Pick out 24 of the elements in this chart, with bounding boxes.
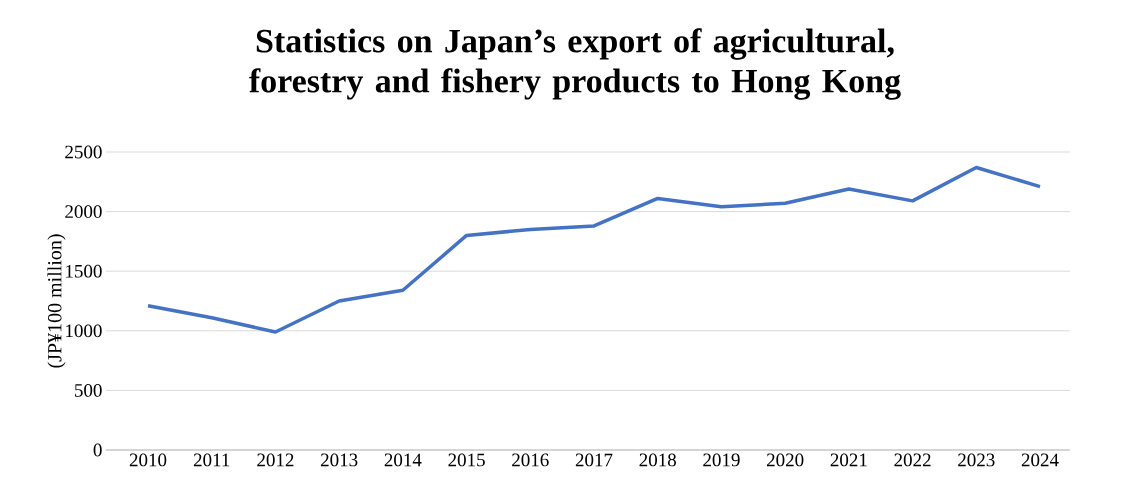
y-tick-label: 2500	[65, 145, 102, 159]
x-tick-label: 2012	[257, 453, 294, 467]
x-tick-label: 2014	[384, 453, 422, 467]
x-tick-label: 2016	[512, 453, 549, 467]
y-tick-label: 1500	[66, 264, 102, 278]
x-tick-label: 2010	[129, 453, 167, 467]
x-tick-label: 2018	[639, 453, 676, 467]
x-tick-label: 2024	[1021, 453, 1059, 467]
x-tick-label: 2011	[193, 453, 230, 467]
y-tick-label: 2000	[65, 205, 102, 218]
x-tick-label: 2022	[894, 453, 931, 467]
x-tick-label: 2015	[448, 453, 485, 467]
x-tick-label: 2021	[830, 453, 867, 467]
y-tick-label: 1000	[66, 324, 102, 338]
x-tick-label: 2019	[703, 453, 740, 467]
x-tick-label: 2013	[320, 453, 358, 467]
y-axis-title: (JP¥100 million)	[47, 234, 66, 368]
line-series	[146, 165, 1042, 334]
x-tick-label: 2017	[575, 453, 613, 467]
y-tick-label: 500	[75, 383, 102, 397]
x-tick-label: 2023	[958, 453, 995, 467]
chart-title: Statistics on Japan’s export of agricultural, forestry and fishery products to Hong Kong	[249, 28, 901, 100]
x-tick-label: 2020	[766, 453, 804, 467]
y-tick-label: 0	[93, 443, 102, 457]
